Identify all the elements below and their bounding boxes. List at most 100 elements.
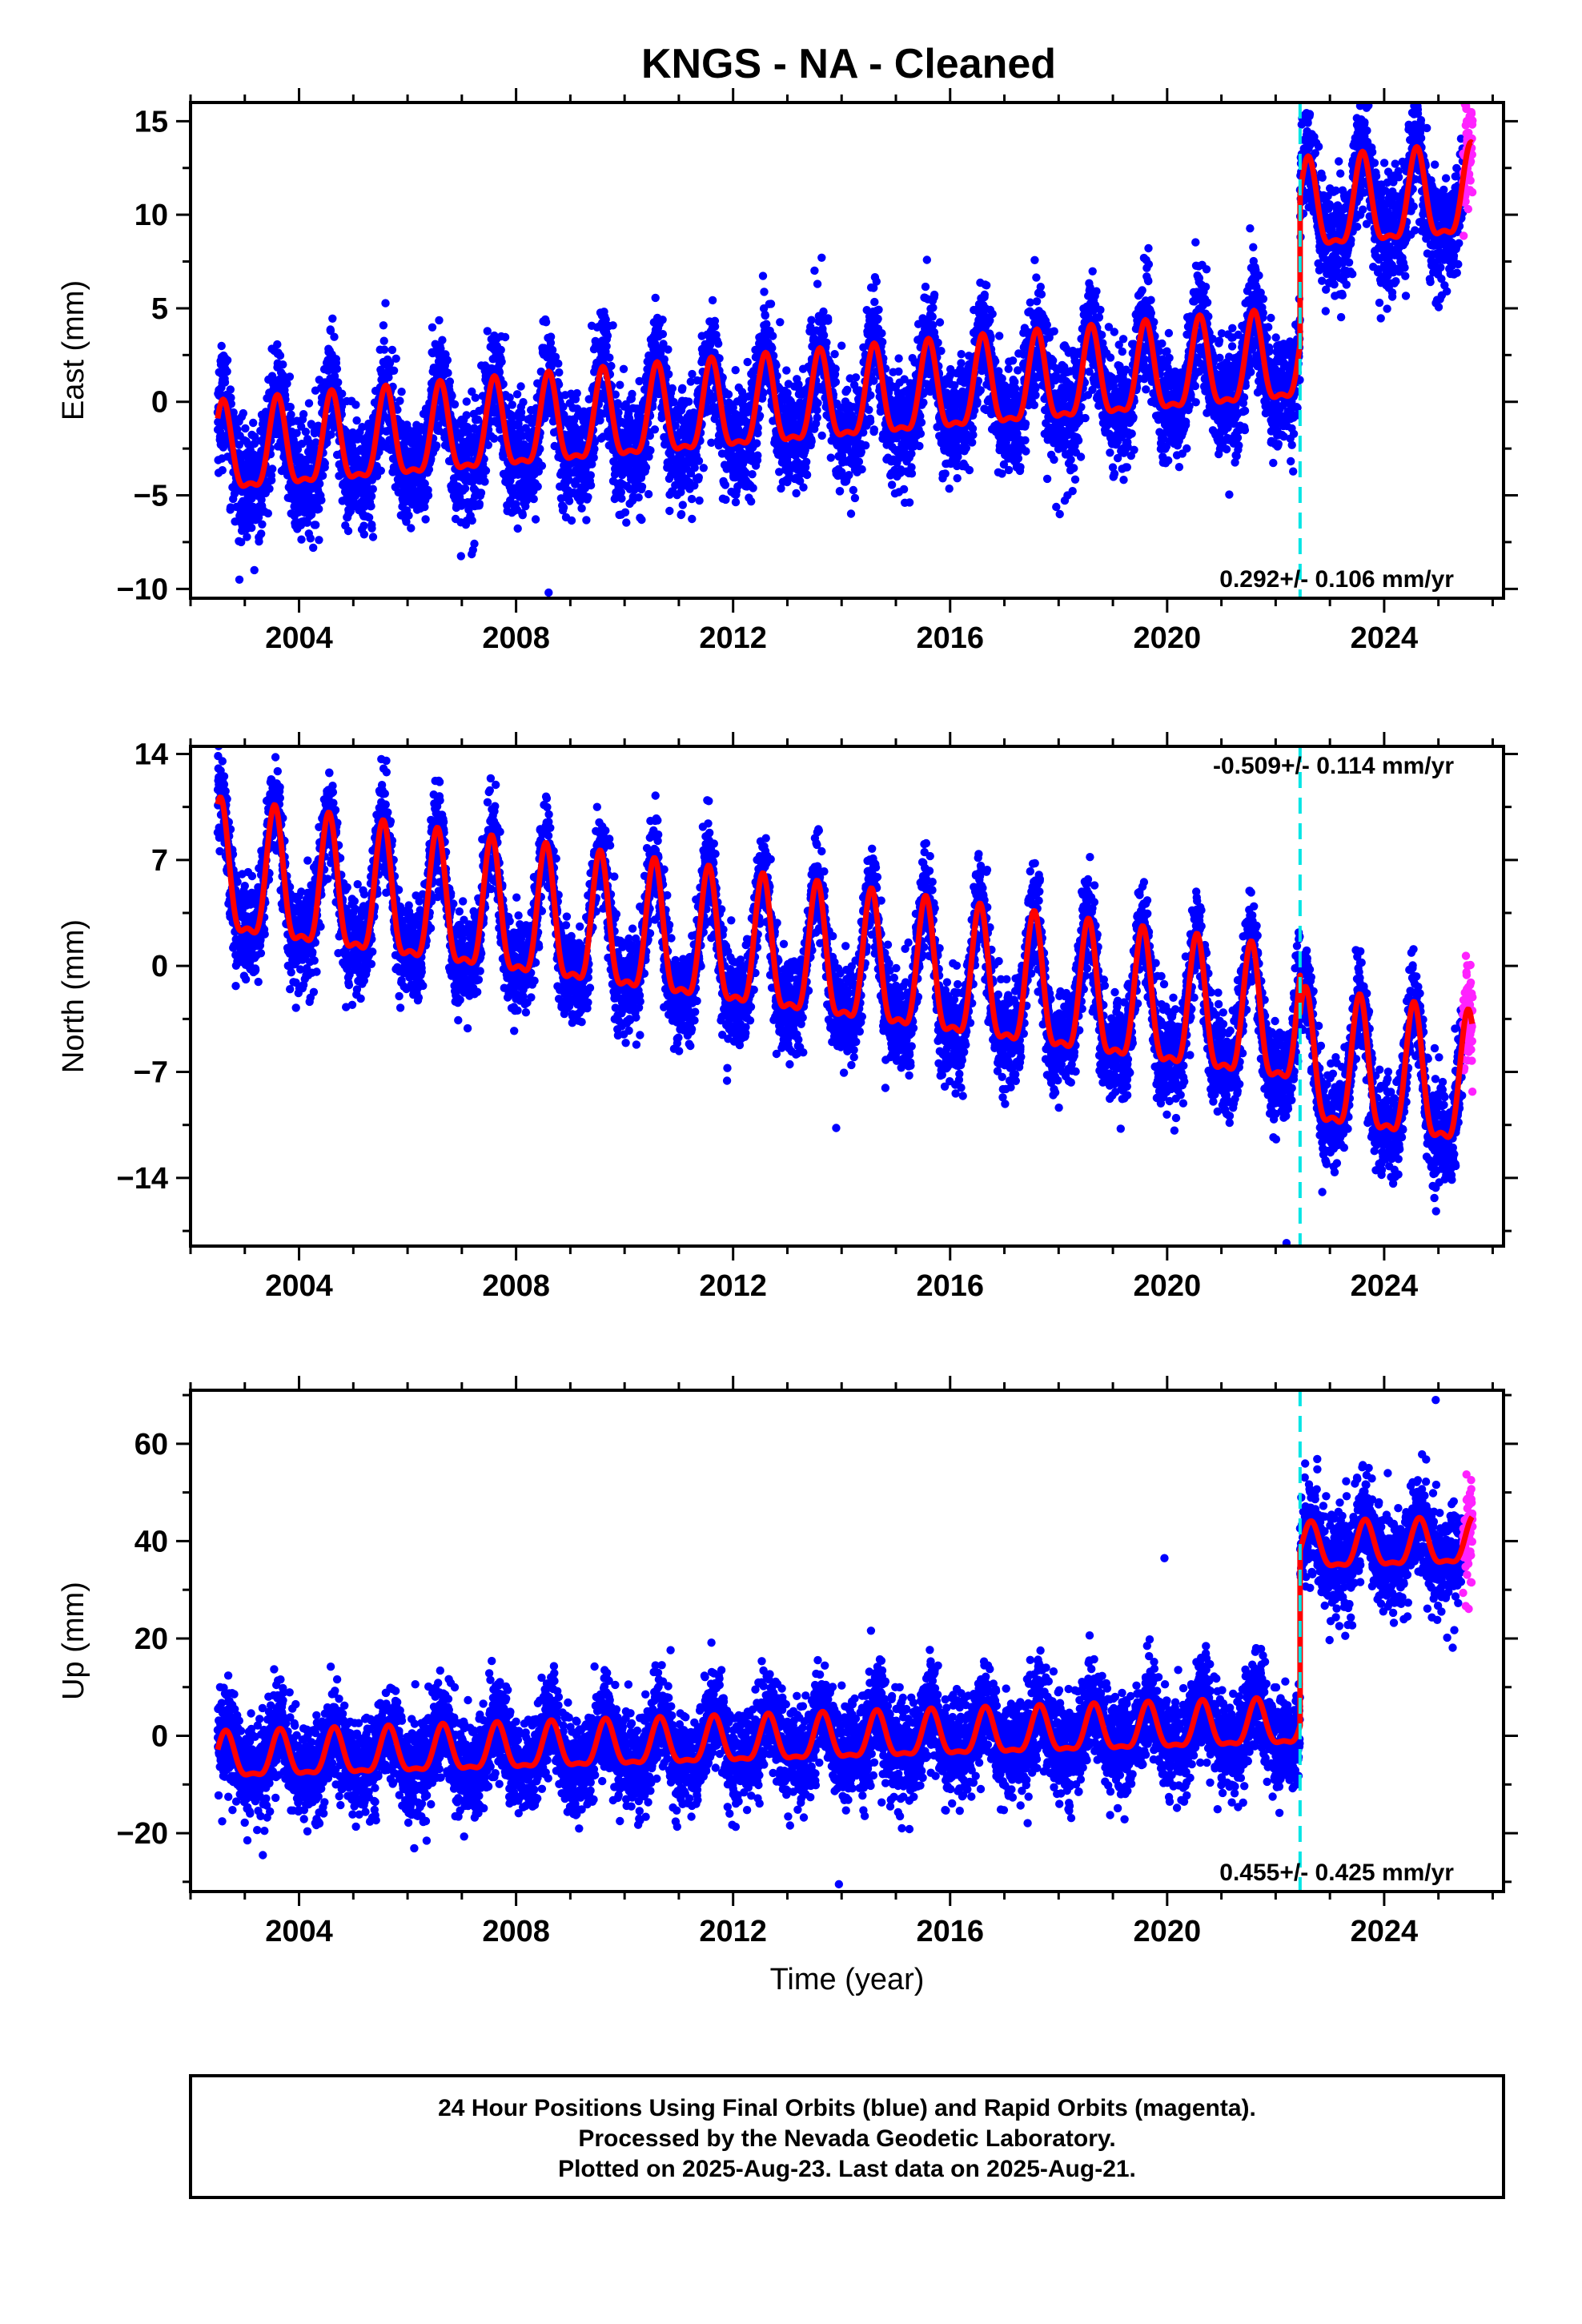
final-orbit-point [268,464,277,473]
final-orbit-point [505,393,514,402]
final-orbit-point [367,492,376,501]
final-orbit-point [873,314,882,324]
east-panel: 2004 2008 2012 2016 2020 2024151050−5−10East … [57,88,1518,655]
final-orbit-point [559,503,568,512]
final-orbit-point [261,408,271,416]
final-orbit-point [490,434,499,443]
final-orbit-point [872,277,881,286]
final-orbit-point [887,480,897,489]
final-orbit-point [866,391,875,400]
final-orbit-point [953,474,962,483]
final-orbit-point [822,338,831,347]
final-orbit-point [807,316,816,324]
final-orbit-point [567,516,576,525]
final-orbit-point [263,509,272,518]
final-orbit-point [813,399,822,408]
final-orbit-point [428,323,437,332]
final-orbit-point [443,356,452,364]
final-orbit-point [761,311,769,320]
final-orbit-point [747,497,756,506]
final-orbit-point [708,296,717,305]
final-orbit-point [870,297,879,307]
final-orbit-point [247,523,256,533]
final-orbit-point [318,471,327,480]
final-orbit-point [854,457,864,466]
final-orbit-point [450,400,460,409]
final-orbit-point [699,464,708,472]
final-orbit-point [714,340,723,348]
final-orbit-point [500,332,510,342]
final-orbit-point [758,271,768,280]
final-orbit-point [332,364,342,373]
final-orbit-point [533,482,542,491]
final-orbit-point [496,345,505,355]
final-orbit-point [279,360,287,369]
final-orbit-point [250,565,259,575]
final-orbit-point [483,327,492,336]
final-orbit-point [315,479,324,489]
final-orbit-point [217,341,226,351]
final-orbit-point [218,466,227,475]
final-orbit-point [929,304,938,312]
final-orbit-point [257,529,266,538]
final-orbit-point [243,533,251,541]
final-orbit-point [444,368,452,377]
final-orbit-point [869,425,879,434]
final-orbit-point [537,461,547,470]
final-orbit-point [916,429,926,438]
final-orbit-point [894,367,903,376]
final-orbit-point [484,440,492,449]
final-orbit-point [851,373,861,382]
final-orbit-point [379,345,389,354]
final-orbit-point [241,424,250,433]
final-orbit-point [320,459,329,468]
final-orbit-point [651,293,660,303]
final-orbit-point [874,305,883,314]
final-orbit-point [223,367,231,376]
final-orbit-point [687,494,697,504]
final-orbit-point [379,336,388,345]
final-orbit-point [824,316,833,325]
final-orbit-point [233,425,242,434]
final-orbit-point [389,366,399,375]
chart-title: KNGS - NA - Cleaned [641,41,1056,87]
final-orbit-point [286,403,295,412]
final-orbit-point [287,410,295,419]
final-orbit-point [817,431,826,440]
final-orbit-point [367,501,375,511]
final-orbit-point [677,509,686,519]
final-orbit-point [265,485,274,493]
final-orbit-point [831,377,841,387]
final-orbit-point [637,515,646,525]
final-orbit-point [516,382,525,391]
final-orbit-point [531,515,540,524]
final-orbit-point [857,464,866,474]
final-orbit-point [668,384,677,393]
final-orbit-point [605,353,614,362]
final-orbit-point [915,441,924,451]
final-orbit-point [634,493,643,502]
final-orbit-point [608,321,617,330]
final-orbit-point [275,351,285,360]
final-orbit-point [404,511,413,520]
final-orbit-point [907,469,917,478]
final-orbit-point [753,439,761,448]
final-orbit-point [508,400,516,409]
final-orbit-point [304,399,314,408]
final-orbit-point [376,466,385,475]
final-orbit-point [352,416,361,425]
final-orbit-point [364,513,374,522]
final-orbit-point [445,377,455,386]
final-orbit-point [831,364,840,373]
final-orbit-point [572,388,581,398]
final-orbit-point [660,355,669,364]
final-orbit-point [776,318,785,327]
final-orbit-point [586,471,595,480]
final-orbit-point [421,515,430,524]
final-orbit-point [513,524,522,533]
final-orbit-point [930,290,939,300]
final-orbit-point [616,380,624,389]
final-orbit-point [603,332,612,340]
final-orbit-point [475,499,484,509]
